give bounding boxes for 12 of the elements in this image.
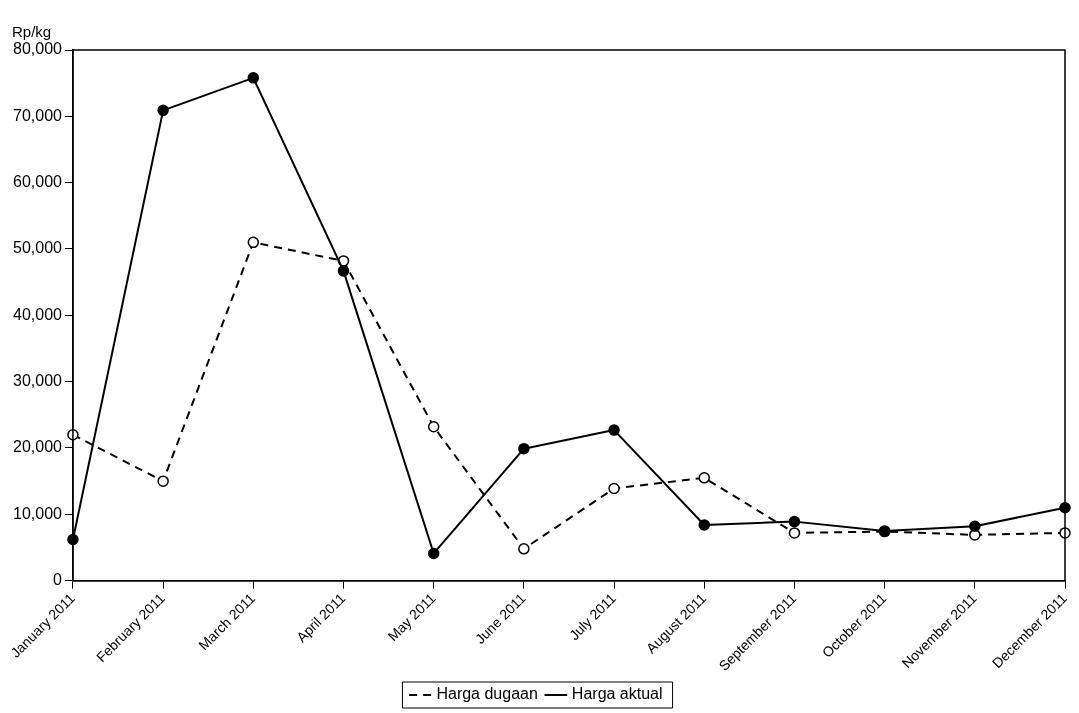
y-tick-label: 30,000 — [13, 372, 63, 390]
y-tick-label: 10,000 — [13, 504, 63, 522]
y-tick-label: 70,000 — [13, 106, 63, 124]
y-tick-label: 60,000 — [13, 173, 63, 191]
y-tick-label: 50,000 — [13, 239, 63, 257]
legend-label: Harga dugaan — [436, 685, 538, 703]
y-tick-label: 40,000 — [13, 305, 63, 323]
y-tick-label: 0 — [53, 571, 63, 589]
y-tick-label: 20,000 — [13, 438, 63, 456]
y-tick-label: 80,000 — [13, 40, 63, 58]
legend-label: Harga aktual — [571, 685, 663, 703]
y-axis-title: Rp/kg — [12, 22, 52, 40]
